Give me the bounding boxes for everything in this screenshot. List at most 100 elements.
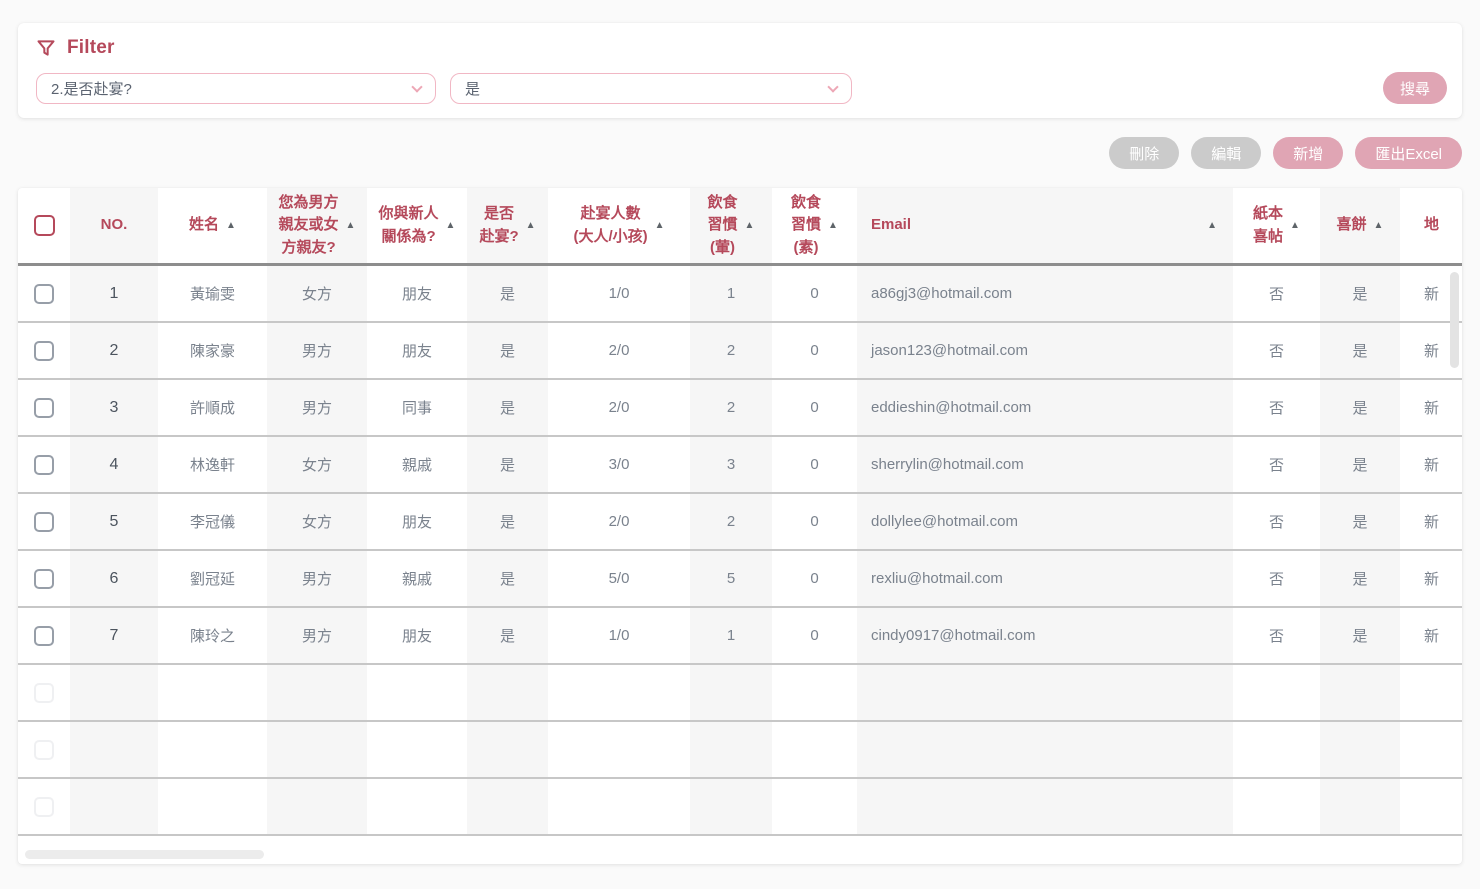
empty-cell: [367, 779, 467, 834]
column-header-address: 地: [1400, 188, 1462, 263]
row-checkbox[interactable]: [34, 625, 54, 646]
empty-cell: [1400, 665, 1462, 720]
column-header-veg[interactable]: 飲食 習慣 (素) ▲: [772, 188, 857, 263]
search-button[interactable]: 搜尋: [1383, 72, 1447, 104]
cell-name: 劉冠延: [189, 571, 235, 588]
column-header-relation[interactable]: 你與新人 關係為? ▲: [367, 188, 467, 263]
empty-table-row: [18, 779, 1462, 836]
guest-table-card: NO. 姓名 ▲ 您為男方 親友或女 方親友? ▲ 你與新人 關係為? ▲ 是否 赴宴? ▲ 赴宴…: [18, 188, 1462, 864]
delete-button[interactable]: 刪除: [1109, 137, 1180, 169]
empty-cell: [772, 722, 857, 777]
chevron-down-icon: [827, 80, 839, 93]
cell-address: 新: [1424, 514, 1440, 531]
empty-cell: [267, 779, 367, 834]
filter-value-select[interactable]: 是: [450, 73, 852, 104]
cell-relation: 同事: [401, 400, 432, 417]
cell-address: 新: [1424, 628, 1440, 645]
column-header-label: 紙本 喜帖: [1253, 205, 1284, 245]
column-header-label: 您為男方 親友或女 方親友?: [278, 193, 339, 256]
empty-table-row: [18, 665, 1462, 722]
cell-email: jason123@hotmail.com: [857, 323, 1233, 378]
cell-guests: 3/0: [608, 456, 630, 473]
cell-email: rexliu@hotmail.com: [857, 551, 1233, 606]
empty-cell: [548, 665, 690, 720]
column-header-invite[interactable]: 紙本 喜帖 ▲: [1233, 188, 1320, 263]
sort-asc-icon: ▲: [828, 220, 838, 231]
cell-meat: 2: [690, 494, 772, 549]
empty-cell: [690, 779, 772, 834]
select-all-cell: [18, 188, 70, 263]
cell-no: 4: [70, 437, 158, 492]
sort-asc-icon: ▲: [445, 220, 456, 231]
export-excel-button[interactable]: 匯出Excel: [1355, 137, 1462, 169]
vertical-scrollbar-thumb[interactable]: [1450, 272, 1459, 368]
cell-name: 黃瑜雯: [189, 286, 235, 303]
empty-cell: [367, 665, 467, 720]
select-all-checkbox[interactable]: [33, 215, 55, 236]
empty-cell: [1400, 779, 1462, 834]
empty-cell: [267, 665, 367, 720]
cell-invite: 否: [1268, 400, 1284, 417]
row-select-cell: [18, 437, 70, 492]
table-row: 7 陳玲之 男方 朋友 是 1/0 1 0 cindy0917@hotmail.com 否 是 新: [18, 608, 1462, 665]
cell-side: 女方: [267, 494, 367, 549]
cell-cake: 是: [1320, 437, 1400, 492]
cell-relation: 親戚: [401, 457, 432, 474]
column-header-label: 地: [1424, 216, 1440, 234]
toolbar: 刪除 編輯 新增 匯出Excel: [18, 137, 1462, 169]
column-header-label: 是否 赴宴?: [479, 205, 519, 245]
column-header-name[interactable]: 姓名 ▲: [158, 188, 267, 263]
row-select-cell: [18, 722, 70, 777]
column-header-meat[interactable]: 飲食 習慣 (葷) ▲: [690, 188, 772, 263]
column-header-email[interactable]: Email ▲: [857, 188, 1233, 263]
cell-attend: 是: [467, 437, 548, 492]
cell-no: 3: [70, 380, 158, 435]
empty-cell: [367, 722, 467, 777]
cell-guests: 1/0: [608, 627, 630, 644]
column-header-attend[interactable]: 是否 赴宴? ▲: [467, 188, 548, 263]
row-checkbox[interactable]: [34, 454, 54, 475]
filter-panel: Filter 2.是否赴宴? 是 搜尋: [18, 23, 1462, 118]
cell-email: sherrylin@hotmail.com: [857, 437, 1233, 492]
cell-email: cindy0917@hotmail.com: [857, 608, 1233, 663]
sort-asc-icon: ▲: [1290, 220, 1300, 231]
cell-guests: 2/0: [608, 342, 630, 359]
add-button[interactable]: 新增: [1273, 137, 1344, 169]
edit-button[interactable]: 編輯: [1191, 137, 1262, 169]
cell-no: 7: [70, 608, 158, 663]
cell-address: 新: [1424, 457, 1440, 474]
cell-attend: 是: [467, 494, 548, 549]
row-checkbox[interactable]: [34, 511, 54, 532]
row-checkbox[interactable]: [34, 397, 54, 418]
cell-cake: 是: [1320, 608, 1400, 663]
cell-meat: 5: [690, 551, 772, 606]
row-select-cell: [18, 380, 70, 435]
filter-title: Filter: [67, 37, 115, 58]
row-checkbox[interactable]: [34, 568, 54, 589]
cell-cake: 是: [1320, 380, 1400, 435]
cell-address: 新: [1424, 400, 1440, 417]
row-select-cell: [18, 494, 70, 549]
row-checkbox[interactable]: [34, 340, 54, 361]
cell-relation: 朋友: [401, 286, 432, 303]
cell-attend: 是: [467, 608, 548, 663]
column-header-guests[interactable]: 赴宴人數 (大人/小孩) ▲: [548, 188, 690, 263]
cell-invite: 否: [1268, 457, 1284, 474]
cell-meat: 2: [690, 323, 772, 378]
table-header-row: NO. 姓名 ▲ 您為男方 親友或女 方親友? ▲ 你與新人 關係為? ▲ 是否 赴宴? ▲ 赴宴…: [18, 188, 1462, 266]
filter-field-select[interactable]: 2.是否赴宴?: [36, 73, 436, 104]
filter-value-value: 是: [465, 81, 481, 98]
sort-asc-icon: ▲: [345, 220, 356, 231]
cell-side: 男方: [267, 608, 367, 663]
filter-funnel-icon: [37, 40, 55, 56]
empty-cell: [267, 722, 367, 777]
column-header-side[interactable]: 您為男方 親友或女 方親友? ▲: [267, 188, 367, 263]
cell-relation: 親戚: [401, 571, 432, 588]
sort-asc-icon: ▲: [1373, 220, 1384, 231]
column-header-cake[interactable]: 喜餅 ▲: [1320, 188, 1400, 263]
empty-table-row: [18, 722, 1462, 779]
row-select-cell: [18, 779, 70, 834]
row-checkbox[interactable]: [34, 283, 54, 304]
cell-invite: 否: [1268, 571, 1284, 588]
horizontal-scrollbar-thumb[interactable]: [25, 850, 264, 859]
